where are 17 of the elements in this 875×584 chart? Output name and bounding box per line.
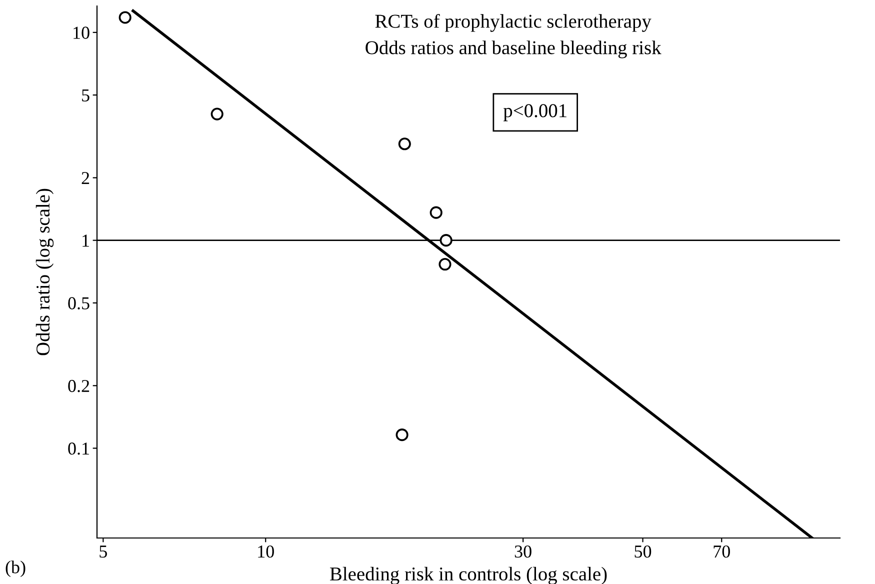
y-tick-label: 0.5 (68, 297, 90, 310)
y-tick-label: 2 (82, 172, 90, 184)
y-tick-label: 10 (74, 26, 90, 39)
x-tick-label: 50 (634, 545, 652, 558)
y-tick-label: 1 (82, 234, 89, 247)
x-tick-label: 5 (100, 546, 107, 558)
y-tick-label: 5 (82, 89, 90, 102)
x-tick-label: 30 (514, 545, 532, 558)
x-tick-label: 10 (258, 545, 274, 558)
annotation: p<0.001 (503, 104, 566, 122)
text: Odds ratios and baseline bleeding risk (366, 40, 662, 58)
y-tick-label: 0.1 (68, 442, 89, 455)
y-axis-title: Odds ratio (log scale) (36, 188, 54, 356)
y-tick-label: 0.2 (68, 380, 90, 392)
x-tick-label: 70 (714, 545, 730, 558)
chart-title: RCTs of prophylactic sclerotherapy (375, 14, 652, 32)
text: (b) (6, 560, 26, 577)
